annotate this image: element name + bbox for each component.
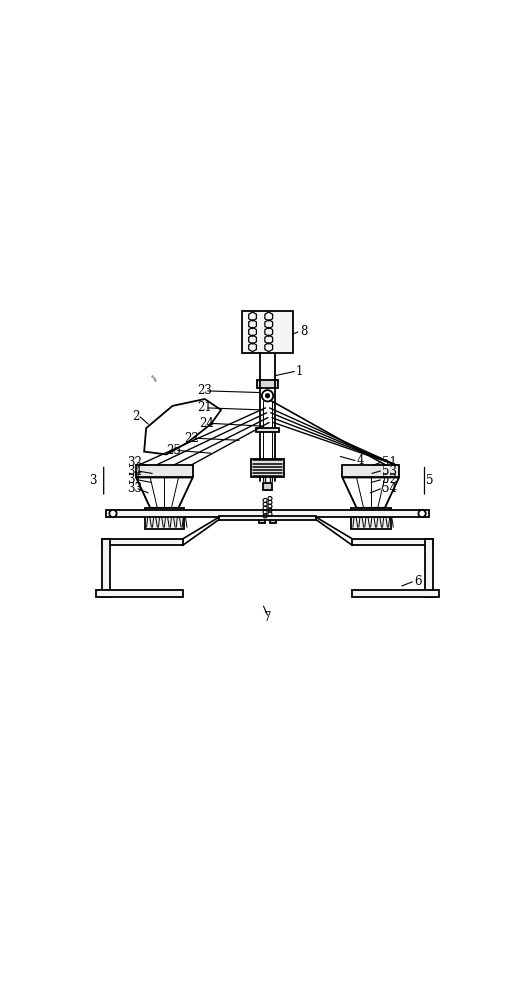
Text: 24: 24 [199, 417, 213, 430]
Bar [425, 539, 433, 597]
Text: 33: 33 [127, 482, 142, 495]
Bar [105, 510, 429, 517]
Bar [352, 590, 440, 597]
Text: 53: 53 [382, 465, 397, 478]
Bar [270, 518, 277, 523]
Text: 34: 34 [127, 465, 142, 478]
Circle shape [419, 510, 426, 517]
Text: 6: 6 [414, 575, 421, 588]
Text: 31: 31 [127, 473, 141, 486]
Text: 21: 21 [197, 401, 211, 414]
Bar [219, 516, 316, 520]
Text: 23: 23 [197, 384, 211, 397]
Bar [256, 428, 279, 432]
Bar [252, 459, 284, 477]
Bar [102, 539, 110, 597]
Text: 7: 7 [264, 611, 271, 624]
Bar [352, 539, 433, 545]
Text: 25: 25 [167, 444, 181, 457]
Circle shape [109, 510, 116, 517]
Text: 8: 8 [300, 325, 307, 338]
Text: 54: 54 [382, 482, 397, 495]
Bar [136, 465, 193, 477]
Text: 22: 22 [185, 432, 199, 445]
Text: 2: 2 [132, 410, 139, 423]
Bar [342, 465, 399, 477]
Text: 4: 4 [357, 454, 364, 467]
Text: 52: 52 [382, 473, 397, 486]
Bar [257, 380, 278, 388]
Bar [242, 311, 293, 353]
Text: 1: 1 [296, 365, 303, 378]
Bar [102, 539, 183, 545]
Text: 5: 5 [426, 474, 434, 487]
Circle shape [265, 394, 270, 398]
Bar [264, 483, 271, 490]
Bar [96, 590, 183, 597]
Bar [351, 508, 390, 529]
Bar [145, 508, 184, 529]
Text: 51: 51 [382, 456, 397, 469]
Text: 32: 32 [127, 456, 141, 469]
Bar [258, 518, 265, 523]
Text: 3: 3 [89, 474, 96, 487]
Circle shape [262, 390, 273, 401]
